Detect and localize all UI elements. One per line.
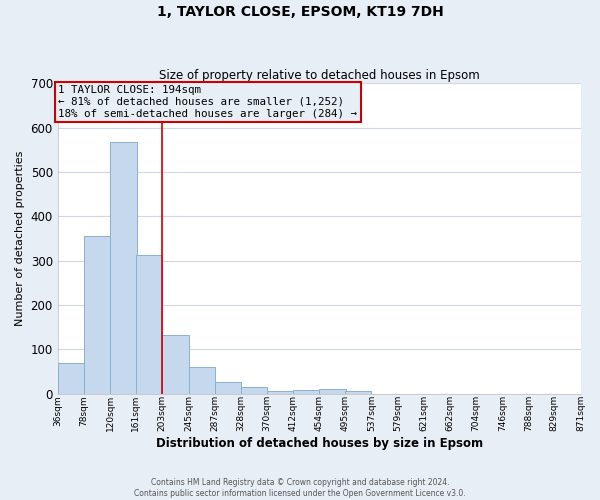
Bar [241, 387, 267, 394]
Title: Size of property relative to detached houses in Epsom: Size of property relative to detached ho… [159, 69, 479, 82]
Bar [110, 142, 137, 394]
Text: Contains HM Land Registry data © Crown copyright and database right 2024.
Contai: Contains HM Land Registry data © Crown c… [134, 478, 466, 498]
Bar [215, 382, 241, 394]
Bar [136, 255, 162, 394]
Bar [345, 392, 371, 394]
Y-axis label: Number of detached properties: Number of detached properties [15, 150, 25, 326]
Text: 1 TAYLOR CLOSE: 194sqm
← 81% of detached houses are smaller (1,252)
18% of semi-: 1 TAYLOR CLOSE: 194sqm ← 81% of detached… [58, 86, 357, 118]
Bar [84, 236, 110, 394]
X-axis label: Distribution of detached houses by size in Epsom: Distribution of detached houses by size … [155, 437, 482, 450]
Bar [319, 389, 346, 394]
Bar [58, 362, 84, 394]
Text: 1, TAYLOR CLOSE, EPSOM, KT19 7DH: 1, TAYLOR CLOSE, EPSOM, KT19 7DH [157, 5, 443, 19]
Bar [293, 390, 319, 394]
Bar [267, 391, 293, 394]
Bar [188, 367, 215, 394]
Bar [162, 335, 188, 394]
